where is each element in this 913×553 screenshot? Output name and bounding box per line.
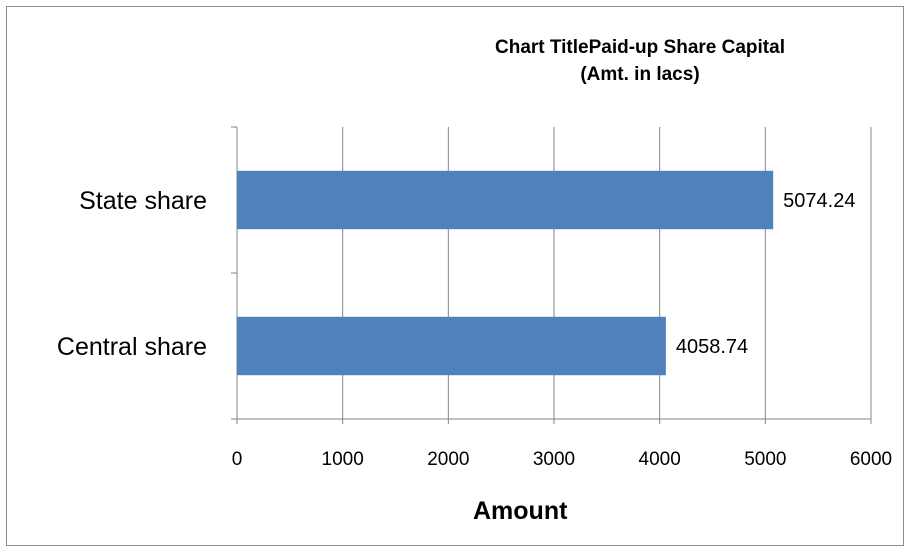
- category-label: Central share: [57, 333, 207, 361]
- x-axis-title: Amount: [473, 497, 568, 525]
- bar: [237, 316, 666, 376]
- bar: [237, 170, 774, 230]
- chart-frame: [6, 6, 904, 546]
- x-tick-label: 5000: [744, 449, 786, 470]
- data-label: 5074.24: [783, 190, 855, 212]
- category-label: State share: [79, 187, 207, 215]
- x-tick-label: 3000: [533, 449, 575, 470]
- x-tick-label: 1000: [322, 449, 364, 470]
- x-tick-label: 6000: [850, 449, 892, 470]
- chart-title-line-2: (Amt. in lacs): [580, 64, 700, 85]
- x-tick-label: 4000: [639, 449, 681, 470]
- x-tick-label: 2000: [427, 449, 469, 470]
- data-label: 4058.74: [676, 336, 748, 358]
- chart-title: Chart TitlePaid-up Share Capital (Amt. i…: [480, 34, 800, 88]
- chart-title-line-1: Chart TitlePaid-up Share Capital: [495, 37, 785, 58]
- x-tick-label: 0: [232, 449, 243, 470]
